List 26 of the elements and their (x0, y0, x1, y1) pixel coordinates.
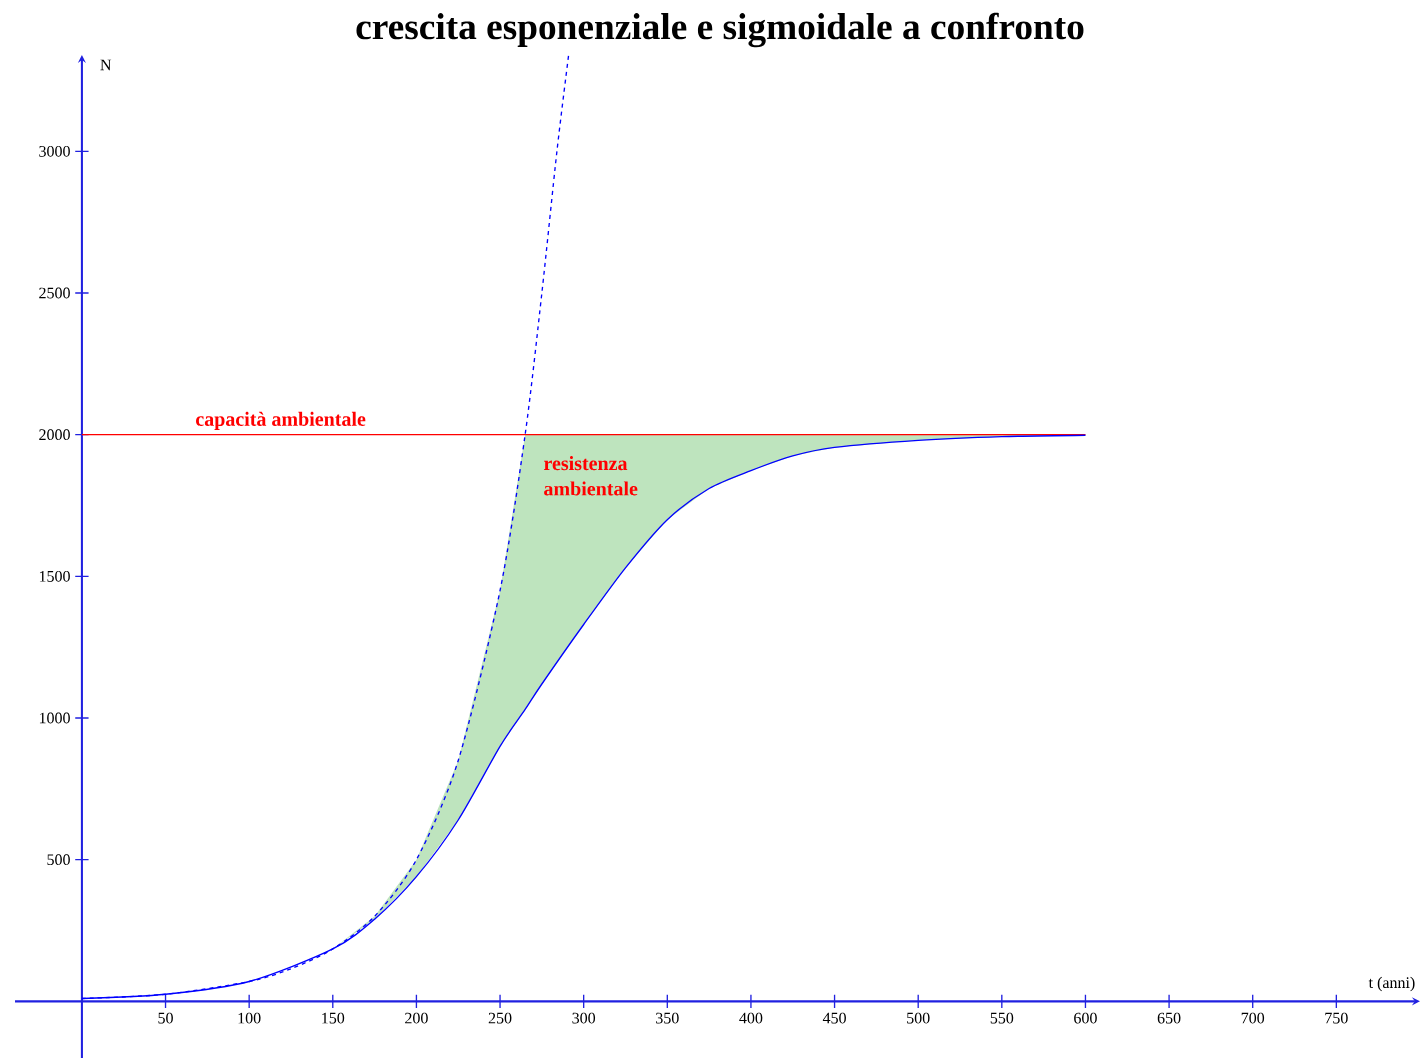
x-tick-label: 250 (488, 1012, 512, 1024)
y-tick-label: 3000 (39, 145, 70, 157)
x-tick-label: 700 (1241, 1012, 1265, 1024)
y-axis-title: N (100, 59, 112, 71)
y-tick-label: 500 (47, 854, 70, 866)
x-tick-label: 350 (656, 1012, 679, 1024)
x-tick-label: 150 (322, 1012, 345, 1024)
x-tick-label: 500 (907, 1012, 930, 1024)
x-tick-label: 650 (1157, 1012, 1181, 1024)
x-tick-label: 50 (158, 1012, 173, 1024)
x-tick-label: 400 (739, 1012, 763, 1024)
chart-title: crescita esponenziale e sigmoidale a confronto (356, 12, 1084, 48)
y-tick-label: 1000 (39, 712, 70, 724)
annotation: resistenza ambientale (544, 456, 638, 496)
y-tick-label: 2500 (39, 287, 70, 299)
y-tick-label: 2000 (39, 429, 70, 441)
ref-line-label: capacità ambientale (196, 411, 366, 430)
x-axis-title: t (anni) (1368, 976, 1415, 992)
x-tick-label: 750 (1325, 1012, 1348, 1024)
x-tick-label: 200 (405, 1012, 428, 1024)
x-tick-label: 450 (822, 1012, 846, 1024)
y-tick-label: 1500 (39, 570, 70, 582)
x-tick-label: 550 (990, 1012, 1014, 1024)
x-tick-label: 100 (238, 1012, 261, 1024)
x-tick-label: 300 (572, 1012, 596, 1024)
x-tick-label: 600 (1074, 1012, 1097, 1024)
